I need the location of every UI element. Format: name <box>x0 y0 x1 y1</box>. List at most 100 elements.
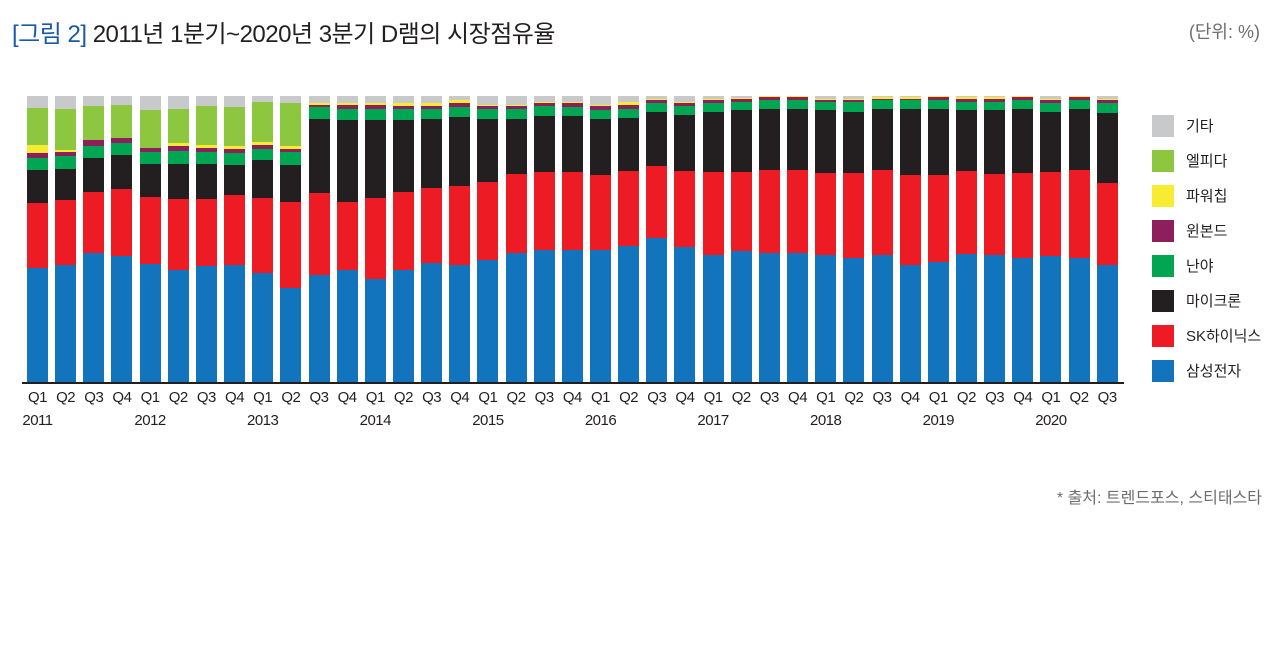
segment <box>449 103 471 108</box>
x-tick-label: Q3 <box>985 389 1005 406</box>
segment <box>590 174 611 251</box>
segment <box>139 264 161 382</box>
segment <box>364 120 386 198</box>
segment <box>590 106 611 111</box>
segment <box>421 118 443 188</box>
segment <box>815 98 837 101</box>
segment <box>55 151 77 157</box>
segment <box>27 203 48 268</box>
segment <box>984 101 1006 111</box>
bar-2014-q2 <box>392 96 414 382</box>
bar-2018-q3 <box>871 96 893 382</box>
x-tick-label: Q1 <box>365 389 386 406</box>
x-tick-label: Q1 <box>253 389 273 406</box>
legend: 기타 엘피다 파워칩 윈본드 난야 마이크론 SK하이닉스 삼성전자 <box>1152 108 1261 388</box>
segment <box>1096 98 1118 101</box>
x-tick-label: Q4 <box>562 389 583 406</box>
segment <box>252 197 274 274</box>
segment <box>449 117 471 187</box>
segment <box>955 98 977 102</box>
bar-2019-q2 <box>955 96 977 382</box>
unit-label: (단위: %) <box>1188 22 1260 42</box>
segment <box>27 158 48 171</box>
segment <box>1096 183 1118 265</box>
segment <box>1040 256 1062 382</box>
year-label: 2016 <box>584 412 617 429</box>
segment <box>1012 97 1034 101</box>
segment <box>364 96 386 104</box>
segment <box>421 106 443 109</box>
x-tick-label: Q1 <box>140 389 161 406</box>
segment <box>111 188 133 257</box>
legend-item: 파워칩 <box>1152 178 1261 213</box>
segment <box>505 106 527 109</box>
legend-swatch-icon <box>1152 359 1174 382</box>
segment <box>843 101 865 112</box>
segment <box>1012 173 1034 258</box>
x-tick-label: Q4 <box>1013 389 1033 406</box>
segment <box>55 96 77 109</box>
segment <box>195 96 217 107</box>
segment <box>1096 103 1118 114</box>
segment <box>646 112 668 167</box>
segment <box>224 96 246 108</box>
segment <box>758 100 780 109</box>
segment <box>843 96 865 99</box>
segment <box>815 254 837 382</box>
segment <box>167 269 189 382</box>
segment <box>139 163 161 197</box>
segment <box>477 104 499 107</box>
segment <box>27 107 48 145</box>
segment <box>984 97 1006 99</box>
segment <box>224 264 246 382</box>
segment <box>533 116 555 172</box>
segment <box>1040 171 1062 257</box>
bar-2012-q3 <box>195 96 217 382</box>
x-tick-label: Q1 <box>27 389 48 406</box>
segment <box>758 96 780 98</box>
segment <box>843 100 865 102</box>
segment <box>83 106 105 141</box>
segment <box>308 103 330 105</box>
segment <box>618 104 640 110</box>
x-tick-label: Q2 <box>506 389 527 406</box>
x-tick-label: Q4 <box>450 389 470 406</box>
bar-2017-q2 <box>730 96 752 382</box>
segment <box>83 157 105 192</box>
bar-2020-q1 <box>1040 96 1062 382</box>
segment <box>1012 96 1034 98</box>
segment <box>646 98 668 101</box>
bar-2017-q4 <box>787 96 809 382</box>
bar-2015-q1 <box>477 96 499 382</box>
x-tick-label: Q1 <box>928 389 949 406</box>
legend-item: SK하이닉스 <box>1152 318 1261 353</box>
segment <box>505 252 527 382</box>
x-tick-label: Q2 <box>168 389 189 406</box>
segment <box>533 250 555 382</box>
segment <box>195 148 217 153</box>
segment <box>252 141 274 145</box>
segment <box>111 154 133 189</box>
x-axis-line <box>22 382 1124 384</box>
segment <box>449 264 471 382</box>
bar-2015-q4 <box>561 96 583 382</box>
segment <box>702 254 724 382</box>
segment <box>815 173 837 255</box>
segment <box>449 186 471 265</box>
chart-title: [그림 2] 2011년 1분기~2020년 3분기 D램의 시장점유율 <box>12 14 555 49</box>
segment <box>815 110 837 174</box>
segment <box>364 197 386 280</box>
segment <box>674 246 696 382</box>
segment <box>1068 257 1090 382</box>
segment <box>364 279 386 382</box>
legend-label: 삼성전자 <box>1186 363 1242 380</box>
x-tick-label: Q4 <box>337 389 358 406</box>
segment <box>55 168 77 201</box>
segment <box>646 237 668 382</box>
title-text: 2011년 1분기~2020년 3분기 D램의 시장점유율 <box>92 21 556 48</box>
segment <box>561 116 583 172</box>
x-tick-label: Q3 <box>84 389 104 406</box>
segment <box>224 146 246 149</box>
year-label: 2012 <box>134 412 166 429</box>
segment <box>927 96 949 98</box>
